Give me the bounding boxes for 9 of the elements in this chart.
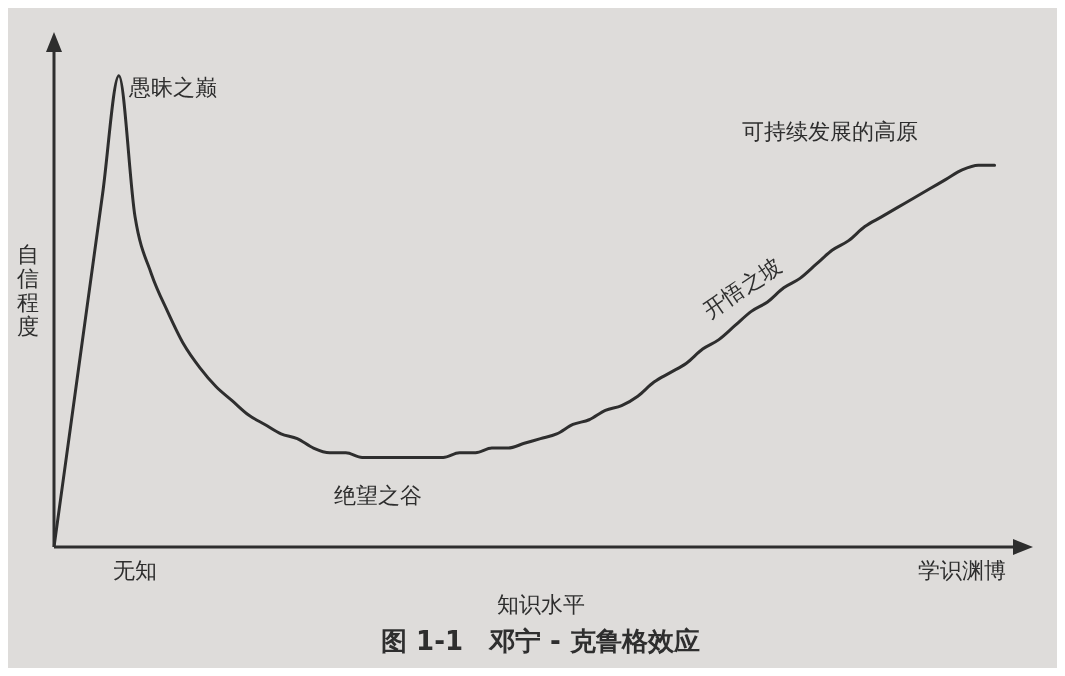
x-tick-label: 学识渊博 [918, 557, 1007, 583]
x-tick-label: 无知 [113, 557, 158, 583]
y-axis-title: 自信程度 [17, 242, 39, 340]
text: 图 1-1 邓宁 - 克鲁格效应 [381, 626, 700, 657]
annotation: 可持续发展的高原 [741, 118, 918, 144]
annotation: 开悟之坡 [698, 252, 786, 324]
x-axis-title: 知识水平 [496, 592, 585, 618]
annotation: 绝望之谷 [334, 483, 423, 509]
annotation: 愚昧之巅 [127, 75, 217, 101]
